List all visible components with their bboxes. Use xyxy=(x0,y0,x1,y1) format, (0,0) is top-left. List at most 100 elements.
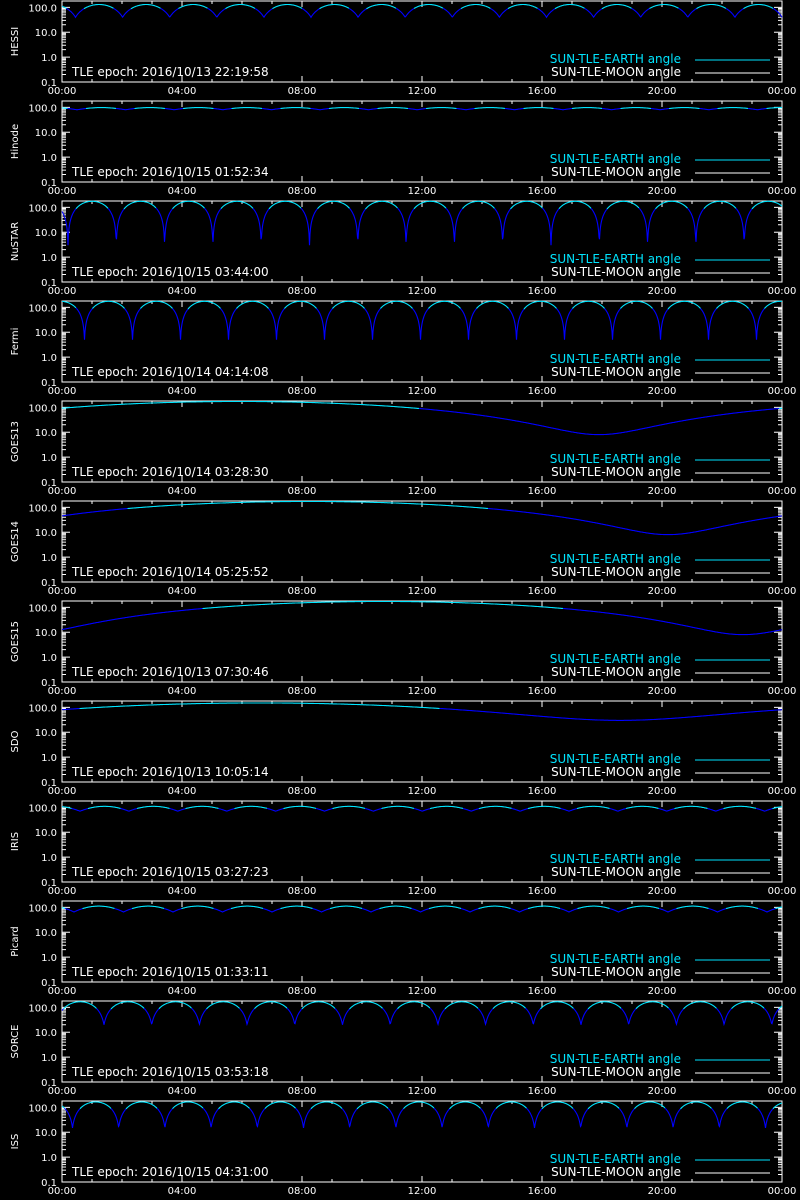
y-tick-label: 10.0 xyxy=(35,528,57,539)
satellite-label: SDO xyxy=(10,730,21,752)
sun-tle-earth-curve xyxy=(204,207,222,242)
sun-tle-earth-curve xyxy=(576,805,610,810)
sun-tle-earth-curve xyxy=(172,308,189,340)
sun-tle-earth-curve xyxy=(708,907,727,913)
x-tick-label: 04:00 xyxy=(168,886,197,897)
tle-epoch-text: TLE epoch: 2016/10/15 01:52:34 xyxy=(71,165,269,179)
sun-tle-earth-curve xyxy=(131,905,165,910)
legend-earth-label: SUN-TLE-EARTH angle xyxy=(550,152,681,166)
y-tick-label: 0.1 xyxy=(41,778,57,789)
x-tick-label: 04:00 xyxy=(168,1086,197,1097)
legend-earth-label: SUN-TLE-EARTH angle xyxy=(550,452,681,466)
sun-tle-earth-curve xyxy=(778,1005,783,1010)
panel-iss: 100.0 10.0 1.0 0.1 00:00 04:00 08:00 12:00 16:00… xyxy=(0,1100,800,1200)
y-tick-label: 0.1 xyxy=(41,178,57,189)
plot-svg: 100.010.01.00.100:00 04:00 08:00 12:00 16:00… xyxy=(10,800,797,897)
x-tick-label: 12:00 xyxy=(408,986,437,997)
tle-epoch-text: TLE epoch: 2016/10/14 05:25:52 xyxy=(71,565,269,579)
sun-tle-earth-curve xyxy=(172,200,205,210)
x-tick-label: 16:00 xyxy=(528,586,557,597)
sun-tle-earth-curve xyxy=(725,7,744,18)
sun-tle-earth-curve xyxy=(66,7,85,19)
sun-tle-earth-curve xyxy=(332,300,365,309)
sun-tle-earth-curve xyxy=(377,107,409,110)
legend-earth-label: SUN-TLE-EARTH angle xyxy=(550,52,681,66)
sun-tle-earth-curve xyxy=(115,107,135,111)
sun-tle-earth-curve xyxy=(572,300,605,309)
y-tick-label: 10.0 xyxy=(35,628,57,639)
x-tick-label: 00:00 xyxy=(768,886,797,897)
y-tick-label: 10.0 xyxy=(35,1028,57,1039)
sun-tle-earth-curve xyxy=(428,300,461,309)
sun-tle-earth-curve xyxy=(125,1101,158,1110)
sun-tle-earth-curve xyxy=(700,308,717,340)
x-tick-label: 04:00 xyxy=(168,586,197,597)
sun-tle-earth-curve xyxy=(82,905,115,910)
y-tick-label: 100.0 xyxy=(28,1103,57,1114)
sun-tle-earth-curve xyxy=(183,107,214,110)
legend-earth-label: SUN-TLE-EARTH angle xyxy=(550,552,681,566)
sun-tle-earth-curve xyxy=(300,207,318,246)
sun-tle-earth-curve xyxy=(559,907,578,913)
x-tick-label: 00:00 xyxy=(768,686,797,697)
x-tick-label: 04:00 xyxy=(168,386,197,397)
sun-tle-earth-curve xyxy=(123,200,157,210)
sun-tle-earth-curve xyxy=(358,107,378,111)
tle-epoch-text: TLE epoch: 2016/10/15 03:53:18 xyxy=(71,1065,269,1079)
x-tick-label: 00:00 xyxy=(48,686,77,697)
x-tick-label: 20:00 xyxy=(648,386,677,397)
sun-tle-earth-curve xyxy=(395,7,415,18)
sun-tle-earth-curve xyxy=(462,200,495,209)
sun-tle-earth-curve xyxy=(63,1001,97,1010)
sun-tle-earth-curve xyxy=(478,805,512,810)
sun-tle-earth-curve xyxy=(87,805,121,810)
sun-tle-earth-curve xyxy=(763,1007,780,1025)
plot-svg: 100.010.01.00.100:00 04:00 08:00 12:00 16:00… xyxy=(10,1100,796,1197)
sun-tle-earth-curve xyxy=(134,107,166,110)
sun-tle-earth-curve xyxy=(61,208,77,246)
sun-tle-earth-curve xyxy=(361,907,380,913)
sun-tle-earth-curve xyxy=(295,1107,312,1128)
x-tick-label: 12:00 xyxy=(408,1086,437,1097)
satellite-label: GOES13 xyxy=(10,421,21,462)
sun-tle-earth-curve xyxy=(312,907,331,913)
sun-tle-earth-curve xyxy=(490,7,509,18)
sun-tle-earth-curve xyxy=(319,3,350,10)
tle-epoch-text: TLE epoch: 2016/10/13 10:05:14 xyxy=(71,765,269,779)
y-tick-label: 10.0 xyxy=(35,928,57,939)
sun-tle-earth-curve xyxy=(601,3,632,10)
sun-tle-earth-curve xyxy=(231,107,263,110)
sun-tle-earth-curve xyxy=(755,807,773,812)
y-tick-label: 1.0 xyxy=(41,1053,57,1064)
sun-tle-earth-curve xyxy=(61,507,128,517)
y-tick-label: 10.0 xyxy=(35,1128,57,1139)
sun-tle-earth-curve xyxy=(158,1001,192,1010)
x-tick-label: 08:00 xyxy=(288,1186,317,1197)
tle-epoch-text: TLE epoch: 2016/10/15 04:31:00 xyxy=(71,1165,269,1179)
y-tick-label: 1.0 xyxy=(41,753,57,764)
x-tick-label: 08:00 xyxy=(288,586,317,597)
sun-tle-earth-curve xyxy=(478,905,511,910)
satellite-label: IRIS xyxy=(10,832,21,851)
sun-tle-earth-curve xyxy=(283,805,317,810)
y-tick-label: 0.1 xyxy=(41,978,57,989)
y-tick-label: 100.0 xyxy=(28,203,57,214)
sun-tle-earth-curve xyxy=(601,107,621,111)
sun-tle-earth-curve xyxy=(262,107,281,111)
y-tick-label: 10.0 xyxy=(35,328,57,339)
sun-tle-earth-curve xyxy=(254,1001,288,1009)
sun-tle-earth-curve xyxy=(280,107,311,110)
sun-tle-earth-curve xyxy=(165,107,184,111)
sun-tle-earth-curve xyxy=(349,207,366,240)
y-tick-label: 10.0 xyxy=(35,228,57,239)
sun-tle-earth-curve xyxy=(202,600,564,610)
y-tick-label: 10.0 xyxy=(35,728,57,739)
sun-tle-earth-curve xyxy=(757,907,776,913)
sun-tle-earth-curve xyxy=(625,805,659,810)
sun-tle-earth-curve xyxy=(61,5,67,9)
x-tick-label: 04:00 xyxy=(168,486,197,497)
sun-tle-earth-curve xyxy=(185,805,219,810)
x-tick-label: 08:00 xyxy=(288,686,317,697)
sun-tle-earth-curve xyxy=(262,907,281,913)
plot-svg: 100.010.01.00.100:00 04:00 08:00 12:00 16:00… xyxy=(10,300,796,397)
